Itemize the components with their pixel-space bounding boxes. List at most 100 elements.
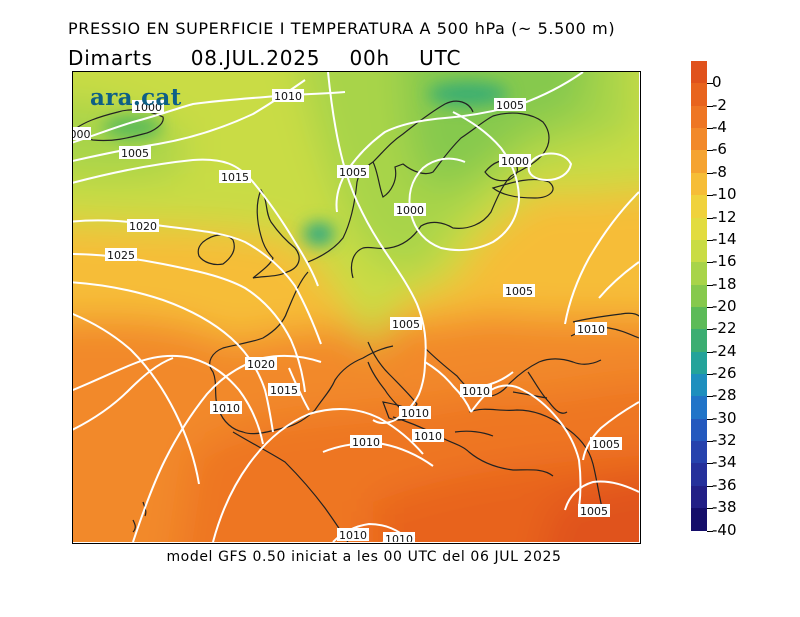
isobar-label: 1005 [578,504,610,518]
colorbar-tick [707,418,713,420]
svg-text:1000: 1000 [396,204,424,217]
svg-text:1005: 1005 [392,318,420,331]
logo: ara.cat [90,84,182,111]
isobar-label: 1015 [268,383,300,397]
colorbar-swatch [691,105,707,129]
colorbar-tick [707,463,713,465]
isobar-label: 1005 [503,284,535,298]
chart-subtitle: Dimarts 08.JUL.2025 00h UTC [68,46,461,70]
colorbar-tick [707,329,713,331]
colorbar-label: -10 [712,185,737,204]
isobar-label: 1005 [390,317,422,331]
colorbar-label: -40 [712,520,737,539]
colorbar-swatch [691,284,707,307]
isobar-label: 1010 [460,384,492,398]
svg-text:1010: 1010 [414,430,442,443]
colorbar-tick [707,239,713,241]
isobar-label: 1005 [494,98,526,112]
colorbar [691,61,707,553]
svg-text:1005: 1005 [121,147,149,160]
colorbar-tick [707,441,713,443]
svg-text:1005: 1005 [580,505,608,518]
isobar-label: 1000 [499,154,531,168]
isobar-label: 1020 [245,357,277,371]
colorbar-label: -34 [712,453,737,472]
colorbar-label: -30 [712,408,737,427]
colorbar-label: -28 [712,386,737,405]
colorbar-label: -22 [712,319,737,338]
colorbar-tick [707,172,713,174]
isobar-label: 1010 [383,532,415,542]
colorbar-swatch [691,463,707,486]
svg-text:1010: 1010 [462,385,490,398]
colorbar-label: -38 [712,498,737,517]
isobar-label: 1015 [219,170,251,184]
colorbar-swatch [691,351,707,375]
colorbar-swatch [691,128,707,151]
colorbar-swatch [691,418,707,442]
colorbar-swatch [691,262,707,285]
isobar-label-group: 1010 1000 1005 1005 1015 1020 1025 1005 … [73,89,622,542]
map-canvas: 1010 1000 1005 1005 1015 1020 1025 1005 … [73,72,639,542]
colorbar-swatch [691,441,707,464]
temperature-field [73,72,639,542]
colorbar-label: -14 [712,229,737,248]
colorbar-swatch [691,217,707,240]
colorbar-label: -4 [712,118,727,137]
isobar-label: 1010 [210,401,242,415]
svg-text:1015: 1015 [221,171,249,184]
colorbar-tick [707,374,713,376]
svg-text:1000: 1000 [501,155,529,168]
colorbar-label: -26 [712,364,737,383]
colorbar-label: -18 [712,274,737,293]
svg-text:1015: 1015 [270,384,298,397]
isobar-label: 1010 [337,528,369,542]
isobar-label: 1025 [105,248,137,262]
colorbar-tick [707,284,713,286]
svg-text:1010: 1010 [577,323,605,336]
colorbar-swatch [691,61,707,84]
isobar-label: 1010 [272,89,304,103]
isobar-label: 1005 [337,165,369,179]
colorbar-label: -20 [712,296,737,315]
colorbar-label: -6 [712,140,727,159]
colorbar-label: -12 [712,207,737,226]
colorbar-tick [707,351,713,353]
weather-map: 1010 1000 1005 1005 1015 1020 1025 1005 … [72,71,641,544]
isobar-label: 000 [73,127,91,141]
colorbar-tick [707,217,713,219]
colorbar-tick [707,396,713,398]
colorbar-label: -36 [712,475,737,494]
colorbar-swatch [691,508,707,531]
forecast-day: Dimarts [68,46,153,70]
isobar-label: 1010 [350,435,382,449]
cold-cores [103,82,508,246]
colorbar-swatch [691,83,707,106]
colorbar-tick [707,485,713,487]
model-credit: model GFS 0.50 iniciat a les 00 UTC del … [166,549,562,565]
colorbar-swatch [691,150,707,173]
colorbar-label: -8 [712,162,727,181]
svg-text:1005: 1005 [339,166,367,179]
svg-text:1010: 1010 [385,533,413,542]
svg-text:1010: 1010 [401,407,429,420]
colorbar-swatch [691,306,707,330]
coastlines [73,100,639,542]
colorbar-tick [707,195,713,197]
colorbar-swatch [691,239,707,263]
svg-text:1020: 1020 [247,358,275,371]
svg-text:1020: 1020 [129,220,157,233]
svg-text:1005: 1005 [505,285,533,298]
svg-text:1010: 1010 [274,90,302,103]
colorbar-swatch [691,374,707,397]
svg-text:1005: 1005 [496,99,524,112]
colorbar-tick [707,105,713,107]
colorbar-tick [707,128,713,130]
forecast-datetime: 08.JUL.2025 00h UTC [190,46,462,70]
colorbar-label: -2 [712,95,727,114]
colorbar-label: 0 [712,73,722,92]
colorbar-swatch [691,329,707,352]
isobar-label: 1005 [119,146,151,160]
colorbar-tick [707,306,713,308]
colorbar-tick [707,530,713,532]
